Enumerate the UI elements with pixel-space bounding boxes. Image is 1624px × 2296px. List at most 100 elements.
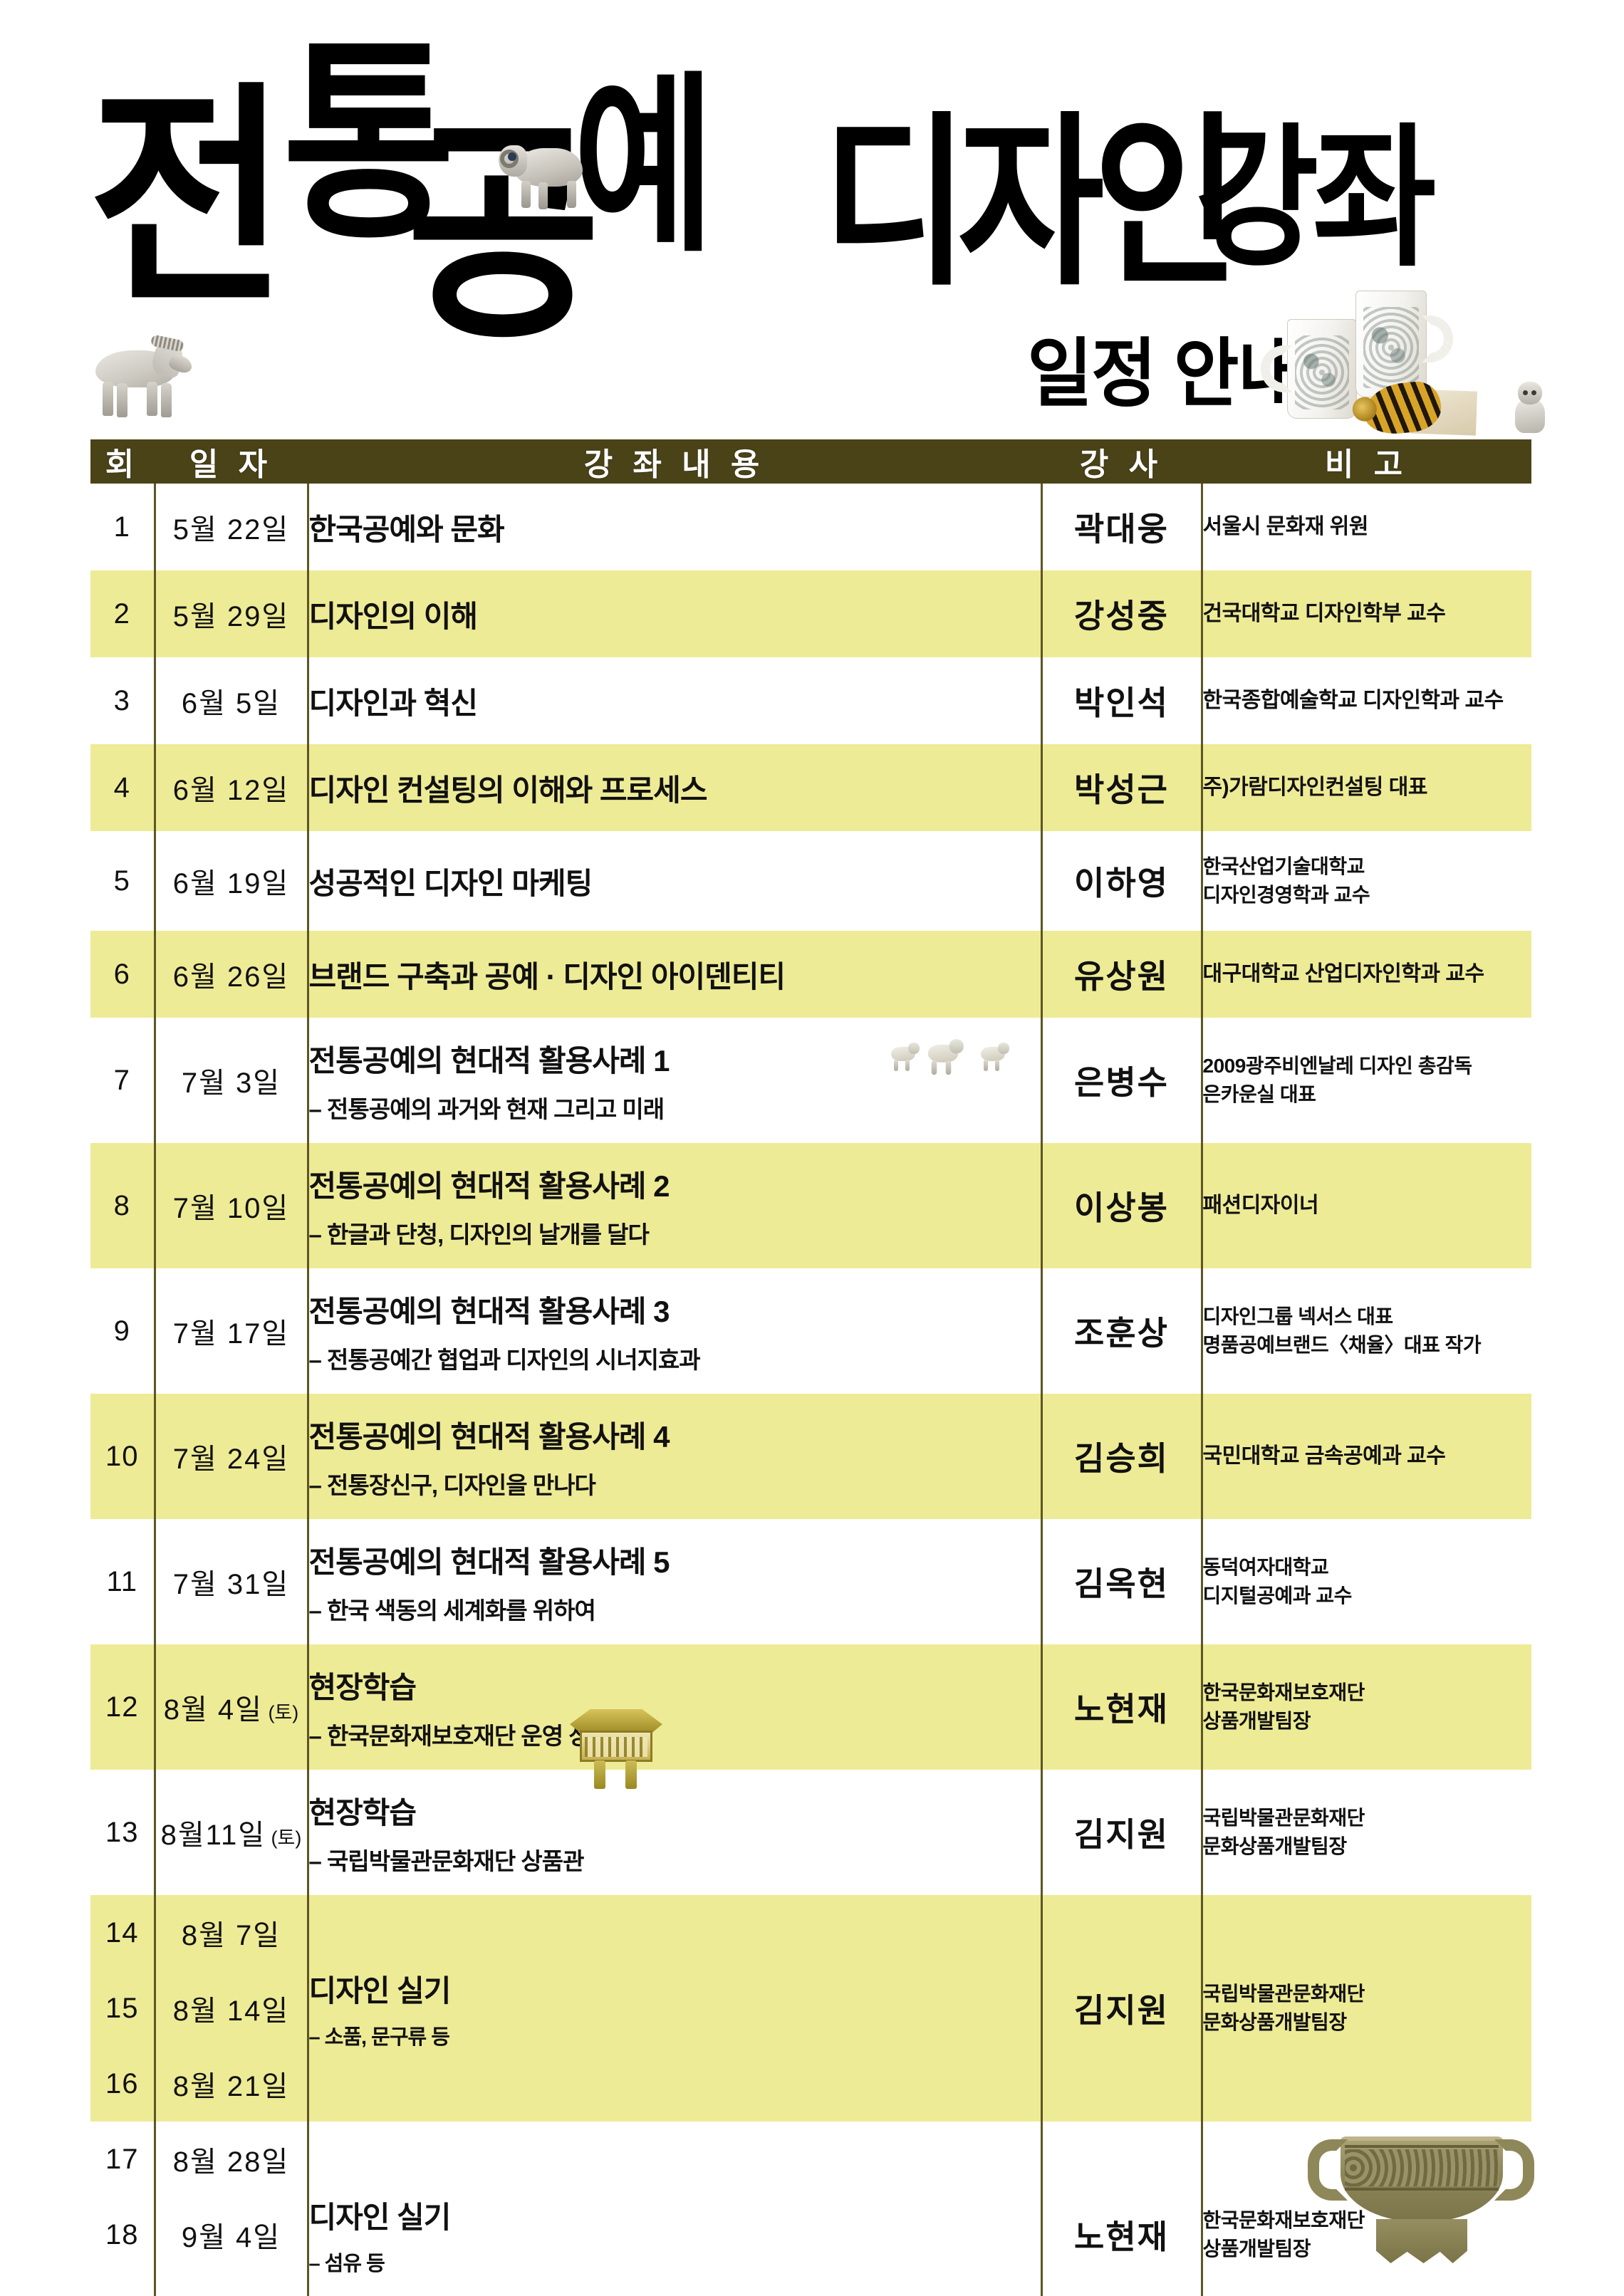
cell-remarks: 대구대학교 산업디자인학과 교수 bbox=[1202, 931, 1531, 1018]
cell-no: 11 bbox=[90, 1519, 156, 1644]
cell-instructor: 강성중 bbox=[1041, 570, 1203, 657]
col-header-remarks: 비 고 bbox=[1324, 447, 1409, 482]
table-row: 1 5월 22일 한국공예와 문화 곽대웅 서울시 문화재 위원 bbox=[90, 484, 1531, 570]
title-char-jeon: 전 bbox=[88, 67, 288, 330]
title-char-ye: 예 bbox=[573, 60, 715, 274]
table-row: 9 7월 17일 전통공예의 현대적 활용사례 3 – 전통공예간 협업과 디자인의 … bbox=[90, 1268, 1531, 1394]
cell-content: 디자인의 이해 bbox=[308, 570, 1043, 657]
cell-no: 15 bbox=[90, 1971, 156, 2046]
col-header-no: 회 bbox=[105, 447, 140, 482]
table-row: 10 7월 24일 전통공예의 현대적 활용사례 4 – 전통장신구, 디자인을 만나… bbox=[90, 1394, 1531, 1519]
cell-date: 8월 14일 bbox=[155, 1971, 309, 2046]
remark-line: 한국문화재보호재단 bbox=[1202, 2209, 1365, 2232]
course-subtitle: – 전통공예의 과거와 현재 그리고 미래 bbox=[308, 1095, 665, 1122]
stone-cat-figurine-icon bbox=[1509, 379, 1551, 434]
cell-date: 8월 21일 bbox=[155, 2046, 309, 2122]
cell-instructor: 이하영 bbox=[1041, 831, 1203, 931]
table-row: 15 8월 14일 bbox=[90, 1971, 1531, 2046]
cell-content: 현장학습 – 한국문화재보호재단 운영 상품관 bbox=[308, 1644, 1043, 1770]
remark-line: 은카운실 대표 bbox=[1202, 1083, 1316, 1105]
cell-date: 8월 7일 bbox=[155, 1895, 309, 1971]
cell-content: 전통공예의 현대적 활용사례 4 – 전통장신구, 디자인을 만나다 bbox=[308, 1394, 1043, 1519]
course-subtitle: – 소품, 문구류 등 bbox=[308, 2025, 450, 2049]
cell-instructor: 김지원 bbox=[1041, 1770, 1203, 1895]
cell-no: 3 bbox=[90, 657, 156, 744]
remark-line: 국립박물관문화재단 bbox=[1202, 1983, 1365, 2005]
table-row: 7 7월 3일 전통공예의 현대적 활용사례 1 – 전통공예의 과거와 현재 그리고… bbox=[90, 1018, 1531, 1143]
table-row: 17 8월 28일 디자인 실기 – 섬유 등 노현재 한국문화재보호재단 상품개발팀장 bbox=[90, 2122, 1531, 2296]
remark-line: 상품개발팀장 bbox=[1202, 1710, 1311, 1732]
table-row: 12 8월 4일 (토) 현장학습 – 한국문화재보호재단 운영 상품관 노현재 한국문화… bbox=[90, 1644, 1531, 1770]
course-title: 브랜드 구축과 공예 · 디자인 아이덴티티 bbox=[308, 959, 786, 993]
cell-content: 전통공예의 현대적 활용사례 2 – 한글과 단청, 디자인의 날개를 달다 bbox=[308, 1143, 1043, 1268]
course-subtitle: – 섬유 등 bbox=[308, 2252, 385, 2275]
col-header-instructor: 강 사 bbox=[1079, 447, 1164, 482]
table-header-bar: 회 일 자 강 좌 내 용 강 사 비 고 bbox=[90, 439, 1531, 484]
title-zone: 전 통 공 예 디자인 강좌 일정 안내 bbox=[0, 0, 1624, 442]
table-row: 16 8월 21일 bbox=[90, 2046, 1531, 2122]
course-title: 디자인 실기 bbox=[308, 1973, 452, 2008]
stone-ram-figurine-icon bbox=[499, 135, 591, 210]
cell-instructor: 노현재 bbox=[1041, 1644, 1203, 1770]
remark-line: 디자인그룹 넥서스 대표 bbox=[1202, 1305, 1394, 1328]
cell-remarks: 패션디자이너 bbox=[1202, 1143, 1531, 1268]
cell-instructor: 박인석 bbox=[1041, 657, 1203, 744]
cell-remarks: 서울시 문화재 위원 bbox=[1202, 484, 1531, 570]
remark-line: 명품공예브랜드〈채율〉대표 작가 bbox=[1202, 1334, 1482, 1356]
cell-no: 17 bbox=[90, 2122, 156, 2197]
course-subtitle: – 전통장신구, 디자인을 만나다 bbox=[308, 1471, 596, 1498]
remark-line: 건국대학교 디자인학부 교수 bbox=[1202, 601, 1446, 625]
cell-date: 7월 10일 bbox=[155, 1143, 309, 1268]
cell-date: 7월 17일 bbox=[155, 1268, 309, 1394]
cell-remarks: 한국문화재보호재단 상품개발팀장 bbox=[1202, 1644, 1531, 1770]
cell-remarks: 주)가람디자인컨설팅 대표 bbox=[1202, 744, 1531, 831]
remark-line: 국립박물관문화재단 bbox=[1202, 1807, 1365, 1830]
cell-content: 디자인 실기 – 섬유 등 bbox=[308, 2122, 1043, 2296]
cell-no: 6 bbox=[90, 931, 156, 1018]
table-row: 18 9월 4일 bbox=[90, 2197, 1531, 2272]
course-title: 전통공예의 현대적 활용사례 5 bbox=[308, 1545, 670, 1579]
table-row: 2 5월 29일 디자인의 이해 강성중 건국대학교 디자인학부 교수 bbox=[90, 570, 1531, 657]
remark-line: 2009광주비엔날레 디자인 총감독 bbox=[1202, 1055, 1472, 1077]
course-title: 디자인 실기 bbox=[308, 2200, 452, 2234]
subtitle: 일정 안내 bbox=[1027, 333, 1303, 416]
course-subtitle: – 한글과 단청, 디자인의 날개를 달다 bbox=[308, 1221, 650, 1248]
cell-remarks: 국민대학교 금속공예과 교수 bbox=[1202, 1394, 1531, 1519]
remark-line: 패션디자이너 bbox=[1202, 1193, 1319, 1217]
title-design-word: 디자인 bbox=[822, 100, 1239, 307]
remark-line: 문화상품개발팀장 bbox=[1202, 2011, 1348, 2033]
course-title: 현장학습 bbox=[308, 1795, 417, 1830]
course-title: 전통공예의 현대적 활용사례 4 bbox=[308, 1419, 670, 1454]
remark-line: 국민대학교 금속공예과 교수 bbox=[1202, 1444, 1446, 1468]
cell-content: 전통공예의 현대적 활용사례 3 – 전통공예간 협업과 디자인의 시너지효과 bbox=[308, 1268, 1043, 1394]
cell-instructor: 박성근 bbox=[1041, 744, 1203, 831]
cell-no: 5 bbox=[90, 831, 156, 931]
cell-date: 8월11일 (토) bbox=[155, 1770, 309, 1895]
cell-content: 브랜드 구축과 공예 · 디자인 아이덴티티 bbox=[308, 931, 1043, 1018]
remark-line: 동덕여자대학교 bbox=[1202, 1556, 1329, 1579]
table-row: 6 6월 26일 브랜드 구축과 공예 · 디자인 아이덴티티 유상원 대구대학교 산업… bbox=[90, 931, 1531, 1018]
cell-content: 한국공예와 문화 bbox=[308, 484, 1043, 570]
course-title: 현장학습 bbox=[308, 1670, 417, 1704]
cell-date: 7월 3일 bbox=[155, 1018, 309, 1143]
cell-no: 19 bbox=[90, 2272, 156, 2296]
cell-date: 5월 29일 bbox=[155, 570, 309, 657]
cell-no: 14 bbox=[90, 1895, 156, 1971]
cell-content: 전통공예의 현대적 활용사례 1 – 전통공예의 과거와 현재 그리고 미래 bbox=[308, 1018, 1043, 1143]
cell-instructor: 김지원 bbox=[1041, 1895, 1203, 2122]
course-subtitle: – 국립박물관문화재단 상품관 bbox=[308, 1847, 585, 1874]
cell-date: 6월 12일 bbox=[155, 744, 309, 831]
remark-line: 디지털공예과 교수 bbox=[1202, 1585, 1353, 1607]
table-row: 8 7월 10일 전통공예의 현대적 활용사례 2 – 한글과 단청, 디자인의 날개… bbox=[90, 1143, 1531, 1268]
remark-line: 디자인경영학과 교수 bbox=[1202, 884, 1370, 906]
cell-no: 7 bbox=[90, 1018, 156, 1143]
course-title: 전통공예의 현대적 활용사례 3 bbox=[308, 1294, 670, 1328]
cell-content: 성공적인 디자인 마케팅 bbox=[308, 831, 1043, 931]
course-title: 전통공예의 현대적 활용사례 1 bbox=[308, 1043, 670, 1077]
cell-instructor: 유상원 bbox=[1041, 931, 1203, 1018]
craft-products-photo bbox=[1261, 271, 1571, 437]
remark-line: 상품개발팀장 bbox=[1202, 2238, 1311, 2260]
course-subtitle: – 한국문화재보호재단 운영 상품관 bbox=[308, 1722, 633, 1749]
